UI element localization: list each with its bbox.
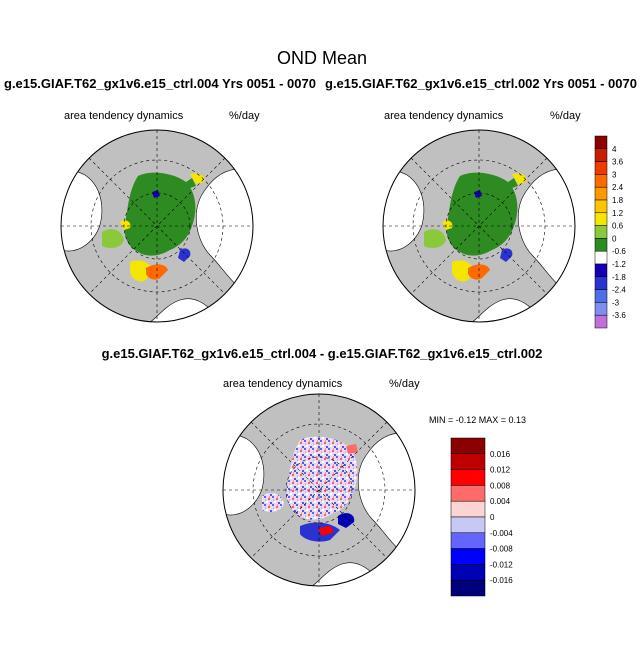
bottom-colorbar: 0.016 0.012 0.008 0.004 0 -0.004 -0.008 -0.012 -… <box>450 437 513 597</box>
right-panel-units-label: %/day <box>550 110 581 122</box>
bottom-colorbar-swatch <box>450 532 486 549</box>
left-ice-region <box>124 172 196 256</box>
top-colorbar-swatch <box>594 186 608 201</box>
top-colorbar-tick-label: -1.8 <box>612 273 626 282</box>
left-panel-units-label: %/day <box>229 110 260 122</box>
difference-polar-map <box>222 393 416 587</box>
diff-panel-units-label: %/day <box>389 378 420 390</box>
bottom-colorbar-swatch <box>450 579 486 597</box>
bottom-colorbar-swatch <box>450 500 486 518</box>
top-colorbar-swatch <box>594 263 608 278</box>
bottom-colorbar-tick-label: -0.008 <box>490 545 513 554</box>
diff-ice-region <box>286 436 358 520</box>
bottom-colorbar-swatch <box>450 485 486 502</box>
top-colorbar-swatch <box>594 135 608 150</box>
bottom-colorbar-tick-label: 0.008 <box>490 481 511 490</box>
top-colorbar-swatch <box>594 225 608 239</box>
bottom-colorbar-swatch <box>450 548 486 565</box>
right-panel-case-title: g.e15.GIAF.T62_gx1v6.e15_ctrl.002 Yrs 00… <box>325 76 637 91</box>
bottom-colorbar-swatch <box>450 437 486 455</box>
bottom-colorbar-swatch <box>450 453 486 470</box>
left-polar-map <box>60 129 254 323</box>
figure-title: OND Mean <box>276 48 368 68</box>
diff-min-max-label: MIN = -0.12 MAX = 0.13 <box>429 415 527 425</box>
bottom-colorbar-tick-label: 0 <box>490 513 495 522</box>
top-colorbar-swatch <box>594 302 608 316</box>
bottom-colorbar-swatch <box>450 516 486 534</box>
top-colorbar-tick-label: 3 <box>612 170 617 179</box>
top-colorbar-swatch <box>594 238 608 252</box>
top-colorbar-swatch <box>594 161 608 175</box>
right-panel-variable-label: area tendency dynamics <box>384 110 504 122</box>
left-panel-variable-label: area tendency dynamics <box>64 110 184 122</box>
left-panel-case-title: g.e15.GIAF.T62_gx1v6.e15_ctrl.004 Yrs 00… <box>4 76 316 91</box>
bottom-colorbar-tick-label: 0.016 <box>490 450 511 459</box>
top-colorbar-tick-label: 0.6 <box>612 222 624 231</box>
bottom-colorbar-tick-label: 0.004 <box>490 497 511 506</box>
top-colorbar: 4 3.6 3 2.4 1.8 1.2 0.6 0 -0.6 -1.2 -1.8 -2.4 -3 -3.6 <box>594 135 626 329</box>
bottom-colorbar-swatch <box>450 564 486 581</box>
top-colorbar-tick-label: 1.2 <box>612 209 624 218</box>
bottom-colorbar-swatch <box>450 469 486 486</box>
top-colorbar-swatch <box>594 276 608 290</box>
top-colorbar-tick-label: 3.6 <box>612 158 624 167</box>
top-colorbar-tick-label: -2.4 <box>612 286 626 295</box>
top-colorbar-tick-label: -0.6 <box>612 247 626 256</box>
bottom-colorbar-tick-label: -0.016 <box>490 576 513 585</box>
top-colorbar-swatch <box>594 314 608 329</box>
top-colorbar-swatch <box>594 174 608 188</box>
bottom-colorbar-tick-label: -0.004 <box>490 529 513 538</box>
top-colorbar-swatch <box>594 148 608 162</box>
bottom-colorbar-tick-label: -0.012 <box>490 560 513 569</box>
top-colorbar-tick-label: 2.4 <box>612 183 624 192</box>
right-ice-region <box>446 172 518 256</box>
right-polar-map <box>382 129 576 323</box>
bottom-colorbar-tick-label: 0.012 <box>490 466 511 475</box>
top-colorbar-tick-label: 4 <box>612 145 617 154</box>
top-colorbar-tick-label: 1.8 <box>612 196 624 205</box>
top-colorbar-swatch <box>594 250 608 265</box>
top-colorbar-tick-label: -1.2 <box>612 260 626 269</box>
top-colorbar-swatch <box>594 212 608 226</box>
difference-panel-title: g.e15.GIAF.T62_gx1v6.e15_ctrl.004 - g.e1… <box>101 346 543 361</box>
top-colorbar-tick-label: 0 <box>612 234 617 243</box>
diff-panel-variable-label: area tendency dynamics <box>223 378 343 390</box>
top-colorbar-swatch <box>594 289 608 303</box>
top-colorbar-tick-label: -3 <box>612 298 620 307</box>
top-colorbar-swatch <box>594 199 608 214</box>
top-colorbar-tick-label: -3.6 <box>612 311 626 320</box>
